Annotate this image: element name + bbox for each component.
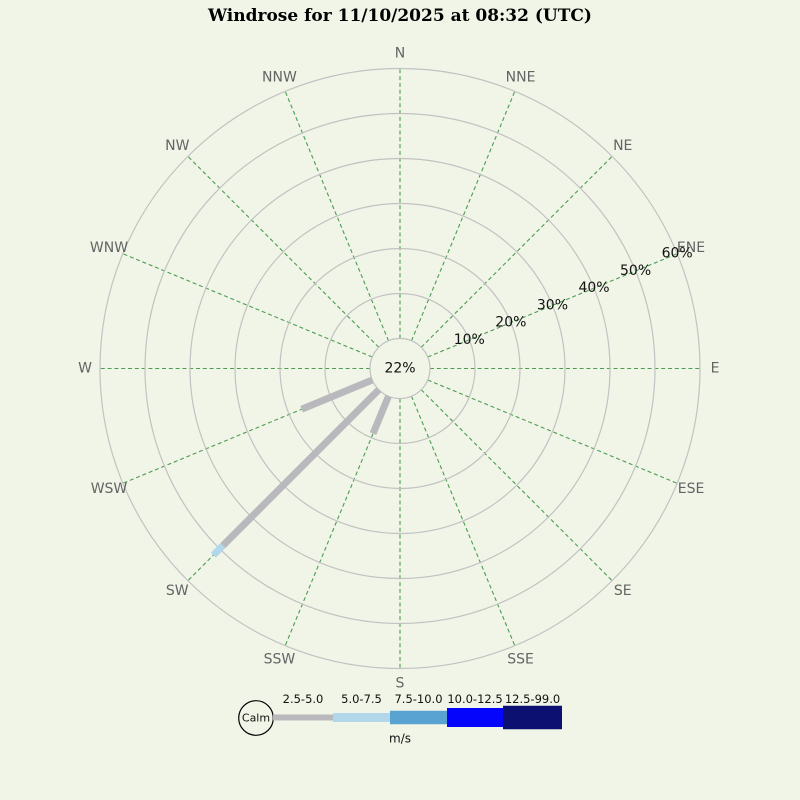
- legend-swatch-7.5-10.0: [390, 710, 447, 725]
- ring-label-50pct: 50%: [620, 263, 651, 279]
- legend-bin-label-2.5-5.0: 2.5-5.0: [283, 692, 324, 706]
- ring-30pct: [234, 202, 566, 535]
- compass-label-W: W: [78, 361, 92, 377]
- wind-bar-WSW-2.5-5.0: [300, 376, 374, 413]
- ring-50pct: [144, 112, 656, 625]
- compass-label-WNW: WNW: [90, 240, 128, 256]
- legend-bin-label-12.5-99.0: 12.5-99.0: [505, 692, 560, 706]
- legend-bin-label-7.5-10.0: 7.5-10.0: [394, 692, 442, 706]
- ring-60pct: [99, 67, 701, 670]
- compass-label-NNE: NNE: [506, 69, 536, 85]
- ring-label-30pct: 30%: [537, 297, 568, 313]
- compass-label-S: S: [396, 676, 405, 692]
- compass-label-NW: NW: [165, 138, 189, 154]
- frequency-rings: [99, 67, 701, 670]
- ring-percent-labels: 10% 20% 30% 40% 50% 60%: [454, 246, 693, 348]
- compass-label-SSW: SSW: [264, 652, 296, 668]
- legend-swatch-10.0-12.5: [447, 708, 503, 727]
- ring-10pct: [324, 292, 476, 445]
- legend: Calm 2.5-5.0 5.0-7.5 7.5-10.0 10.0-12.5 12.5-…: [238, 692, 562, 746]
- ring-20pct: [279, 247, 521, 490]
- calm-circle: [369, 337, 431, 400]
- compass-label-SW: SW: [166, 583, 189, 599]
- compass-label-WSW: WSW: [91, 481, 128, 497]
- compass-label-SE: SE: [614, 583, 632, 599]
- legend-swatch-12.5-99.0: [503, 705, 562, 730]
- ring-label-20pct: 20%: [495, 315, 526, 331]
- legend-bin-label-10.0-12.5: 10.0-12.5: [447, 692, 502, 706]
- compass-labels: N NNE NE ENE E ESE SE SSE S SSW SW WSW W WNW NW NNW: [78, 46, 719, 692]
- compass-label-SSE: SSE: [507, 652, 534, 668]
- compass-label-NE: NE: [613, 138, 632, 154]
- compass-label-ESE: ESE: [678, 481, 705, 497]
- chart-title: Windrose for 11/10/2025 at 08:32 (UTC): [208, 6, 592, 26]
- wind-bar-SW-2.5-5.0: [220, 387, 382, 549]
- wind-bar-SSW-2.5-5.0: [369, 394, 392, 435]
- ring-label-60pct: 60%: [662, 246, 693, 262]
- compass-label-ENE: ENE: [677, 240, 705, 256]
- legend-calm-label: Calm: [242, 712, 270, 725]
- ring-label-40pct: 40%: [578, 280, 609, 296]
- compass-label-NNW: NNW: [262, 69, 297, 85]
- legend-swatch-2.5-5.0: [273, 714, 333, 721]
- ring-label-10pct: 10%: [454, 332, 485, 348]
- legend-bin-label-5.0-7.5: 5.0-7.5: [341, 692, 382, 706]
- legend-units-label: m/s: [389, 732, 411, 746]
- legend-swatch-5.0-7.5: [333, 713, 390, 722]
- compass-label-N: N: [395, 46, 405, 62]
- wind-bars: [210, 376, 392, 558]
- calm-percent-label: 22%: [384, 361, 415, 377]
- wind-bar-SW-5.0-7.5: [210, 543, 226, 558]
- ring-40pct: [189, 157, 611, 580]
- compass-label-E: E: [711, 361, 720, 377]
